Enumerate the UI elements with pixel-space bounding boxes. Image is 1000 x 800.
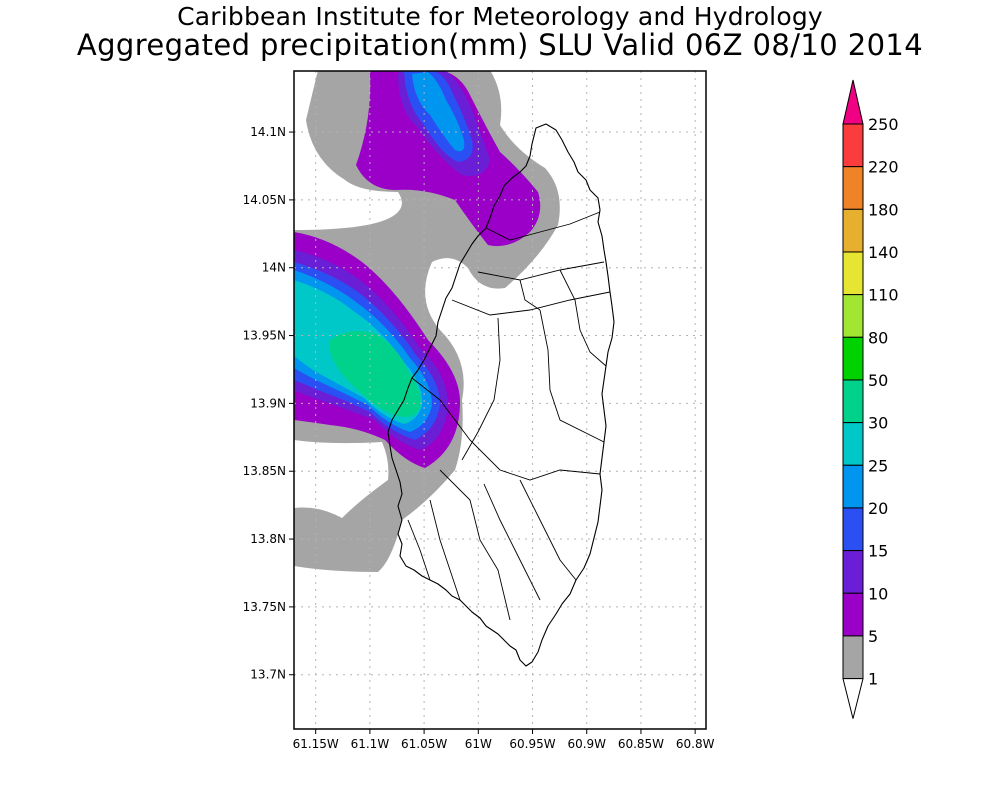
colorbar-level-label: 180 — [868, 200, 899, 219]
colorbar-level-label: 110 — [868, 286, 899, 305]
colorbar-level-label: 5 — [868, 627, 878, 646]
colorbar-segment — [842, 592, 864, 637]
lon-tick-label: 61W — [465, 737, 492, 751]
map-title-institution: Caribbean Institute for Meteorology and … — [177, 2, 823, 31]
colorbar-level-label: 30 — [868, 414, 888, 433]
lat-tick-label: 14.05N — [243, 193, 286, 207]
colorbar-segment — [842, 166, 864, 210]
colorbar-segment — [842, 294, 864, 338]
colorbar-segment — [842, 251, 864, 296]
colorbar-segment — [842, 208, 864, 253]
colorbar-segment — [842, 464, 864, 509]
lat-tick-label: 13.75N — [243, 600, 286, 614]
longitude-tick-labels: 61.15W 61.1W 61.05W 61W 60.95W 60.9W 60.85W 60.… — [293, 729, 715, 751]
colorbar-segment — [842, 635, 864, 680]
lat-tick-label: 14.1N — [250, 125, 286, 139]
lat-tick-label: 13.7N — [250, 668, 286, 682]
lat-tick-label: 13.85N — [243, 464, 286, 478]
colorbar-level-label: 250 — [868, 115, 899, 134]
lat-tick-label: 14N — [262, 261, 286, 275]
lon-tick-label: 61.05W — [401, 737, 447, 751]
lon-tick-label: 60.9W — [567, 737, 606, 751]
colorbar-top-arrow — [842, 79, 864, 125]
colorbar-level-label: 20 — [868, 499, 888, 518]
colorbar-level-label: 25 — [868, 456, 888, 475]
lon-tick-label: 61.1W — [351, 737, 390, 751]
map-title-product: Aggregated precipitation(mm) SLU Valid 0… — [76, 28, 924, 62]
latitude-tick-labels: 14.1N 14.05N 14N 13.95N 13.9N 13.85N 13.8N 13.7… — [243, 125, 294, 682]
colorbar-level-label: 1 — [868, 670, 878, 689]
lat-tick-label: 13.8N — [250, 532, 286, 546]
colorbar-segment — [842, 123, 864, 168]
colorbar-segment — [842, 422, 864, 466]
colorbar-segment — [842, 507, 864, 552]
colorbar-level-label: 10 — [868, 584, 888, 603]
lon-tick-label: 60.85W — [618, 737, 664, 751]
colorbar-bottom-arrow — [842, 678, 864, 719]
lon-tick-label: 61.15W — [293, 737, 339, 751]
colorbar-segment — [842, 550, 864, 594]
precip-layer-30mm — [330, 331, 421, 417]
colorbar-level-label: 50 — [868, 371, 888, 390]
colorbar-level-label: 140 — [868, 243, 899, 262]
saint-lucia-coastline — [387, 123, 615, 667]
colorbar-level-label: 15 — [868, 542, 888, 561]
lon-tick-label: 60.95W — [509, 737, 555, 751]
colorbar-segment — [842, 379, 864, 424]
lat-tick-label: 13.95N — [243, 329, 286, 343]
lat-tick-label: 13.9N — [250, 396, 286, 410]
map-frame — [293, 70, 707, 730]
lon-tick-label: 60.8W — [676, 737, 715, 751]
colorbar-level-label: 220 — [868, 158, 899, 177]
colorbar-segment — [842, 336, 864, 381]
colorbar-level-label: 80 — [868, 328, 888, 347]
map-grid — [294, 71, 706, 729]
